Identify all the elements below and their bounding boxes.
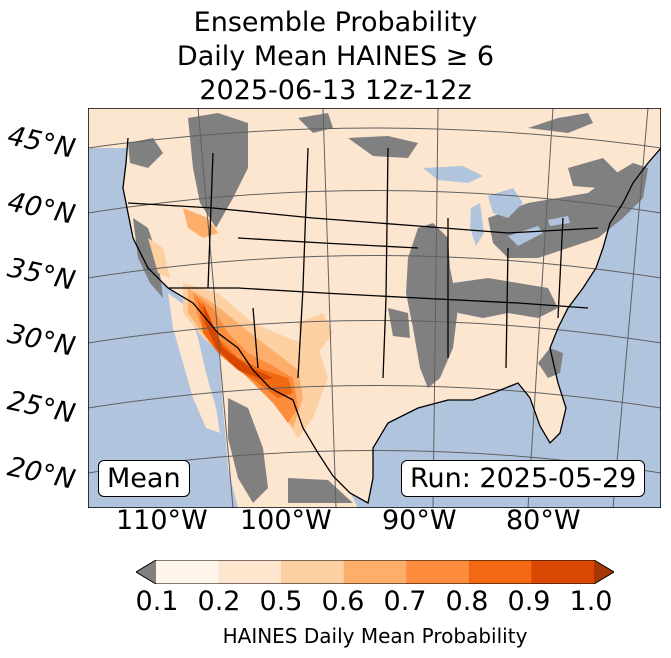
colorbar-tick: 0.8: [445, 586, 489, 617]
colorbar-segment: [468, 560, 532, 584]
colorbar-segment: [343, 560, 407, 584]
lat-label-35: 35°N: [4, 252, 78, 297]
state-borders: [127, 147, 599, 379]
colorbar-tick: 0.5: [259, 586, 303, 617]
title-line-1: Ensemble Probability: [193, 7, 478, 38]
coastline: [122, 137, 661, 505]
masked-regions: [128, 113, 648, 503]
lon-label-90w: 90°W: [382, 505, 457, 536]
lat-label-45: 45°N: [4, 120, 78, 165]
colorbar-label: HAINES Daily Mean Probability: [222, 624, 528, 648]
colorbar-segment: [218, 560, 282, 584]
title-line-3: 2025-06-13 12z-12z: [199, 75, 472, 106]
colorbar-tick: 1.0: [569, 586, 613, 617]
colorbar-segment: [281, 560, 345, 584]
great-lakes: [423, 166, 570, 246]
colorbar-tick: 0.2: [197, 586, 241, 617]
baja-peninsula: [168, 293, 220, 433]
lat-label-40: 40°N: [4, 186, 78, 231]
colorbar-tick: 0.9: [507, 586, 551, 617]
mean-label-box: Mean: [98, 460, 190, 497]
colorbar: [136, 560, 614, 584]
colorbar-segment: [156, 560, 220, 584]
lat-label-20: 20°N: [4, 451, 78, 496]
colorbar-over-arrow: [594, 560, 614, 584]
run-date-box: Run: 2025-05-29: [401, 460, 646, 497]
colorbar-under-arrow: [136, 560, 156, 584]
lon-label-100w: 100°W: [240, 505, 332, 536]
title-line-2: Daily Mean HAINES ≥ 6: [176, 41, 495, 72]
colorbar-segment: [531, 560, 595, 584]
map-canvas: [88, 108, 661, 508]
lat-label-30: 30°N: [4, 318, 78, 363]
colorbar-segment: [406, 560, 470, 584]
colorbar-tick: 0.1: [135, 586, 179, 617]
lon-label-110w: 110°W: [116, 505, 208, 536]
lon-label-80w: 80°W: [506, 505, 581, 536]
colorbar-tick: 0.7: [383, 586, 427, 617]
lat-label-25: 25°N: [4, 385, 78, 430]
map-panel: Mean Run: 2025-05-29: [88, 108, 661, 508]
colorbar-tick: 0.6: [321, 586, 365, 617]
